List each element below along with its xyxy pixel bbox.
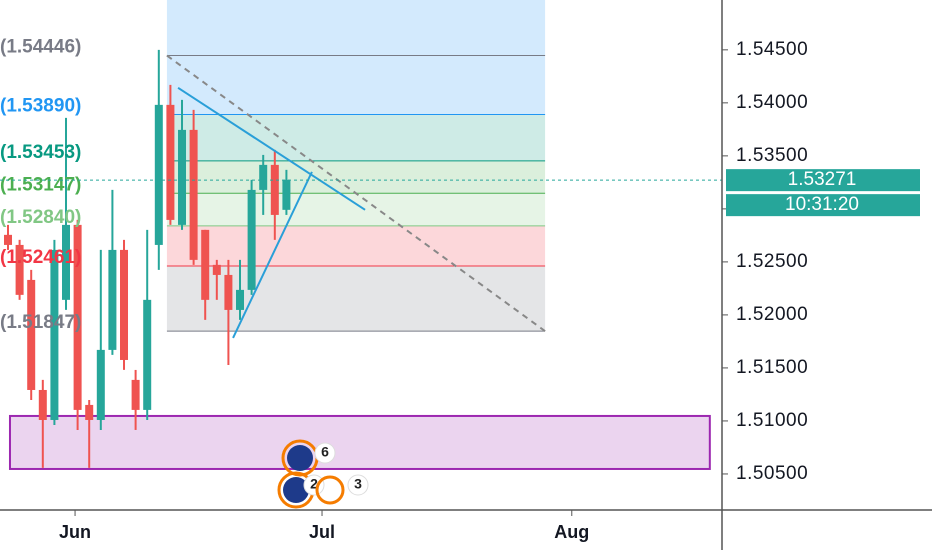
candle-body [247, 189, 256, 290]
candle-body [96, 349, 105, 420]
trend-line [166, 54, 546, 332]
fib-band [166, 266, 546, 332]
fib-band [166, 55, 546, 115]
event-icon [287, 445, 313, 471]
candle-body [189, 129, 198, 260]
candle-body [166, 104, 175, 220]
event-badge [314, 442, 336, 464]
candle-body [201, 229, 210, 300]
y-tick-label: 1.53500 [736, 145, 808, 166]
candle-body [62, 224, 71, 300]
event-count: 6 [321, 444, 329, 460]
fib-band [166, 225, 546, 267]
y-tick-label: 1.51500 [736, 357, 808, 378]
y-tick-label: 1.54000 [736, 92, 808, 113]
fib-label: (1.53890) [0, 96, 81, 117]
x-tick-label: Jun [59, 522, 91, 542]
fib-extension [166, 0, 546, 56]
last-price-box [726, 169, 920, 192]
candle-body [154, 104, 163, 245]
event-icon [283, 477, 309, 503]
candle-body [236, 289, 245, 310]
trend-line [177, 86, 366, 211]
fib-band [166, 160, 546, 194]
candle-body [27, 279, 36, 390]
candle-body [73, 224, 82, 410]
countdown-label: 10:31:20 [785, 194, 859, 215]
event-badge [347, 474, 369, 496]
countdown-box [726, 194, 920, 217]
y-tick-label: 1.50500 [736, 463, 808, 484]
candle-body [282, 179, 291, 210]
event-badge [303, 474, 325, 496]
fib-label: (1.54446) [0, 37, 81, 58]
candle-body [212, 264, 221, 275]
fib-label: (1.52840) [0, 207, 81, 228]
candle-body [270, 164, 279, 215]
event-count: 3 [354, 476, 362, 492]
y-tick-label: 1.52000 [736, 304, 808, 325]
last-price-label: 1.53271 [788, 169, 857, 190]
candle-body [178, 129, 187, 225]
candle-body [50, 249, 59, 420]
candle-body [4, 234, 13, 245]
fib-band [166, 114, 546, 161]
x-tick-label: Jul [309, 522, 335, 542]
candle-body [259, 164, 268, 190]
candle-body [131, 379, 140, 410]
event-count: 2 [310, 476, 318, 492]
y-tick-label: 1.54500 [736, 39, 808, 60]
y-tick-label: 1.51000 [736, 410, 808, 431]
fib-band [166, 193, 546, 226]
zone-box [8, 414, 711, 470]
candle-body [120, 249, 129, 360]
fib-label: (1.52461) [0, 247, 81, 268]
fib-label: (1.53453) [0, 142, 81, 163]
y-tick-label: 1.52500 [736, 251, 808, 272]
fib-label: (1.53147) [0, 174, 81, 195]
candle-body [143, 299, 152, 410]
event-icon-ring [315, 475, 345, 505]
candle-body [85, 404, 94, 420]
candle-body [15, 244, 24, 295]
candle-body [108, 249, 117, 350]
x-tick-label: Aug [554, 522, 589, 542]
candle-body [224, 274, 233, 310]
trend-line [232, 171, 313, 339]
candle-body [38, 389, 47, 420]
fib-label: (1.51847) [0, 312, 81, 333]
